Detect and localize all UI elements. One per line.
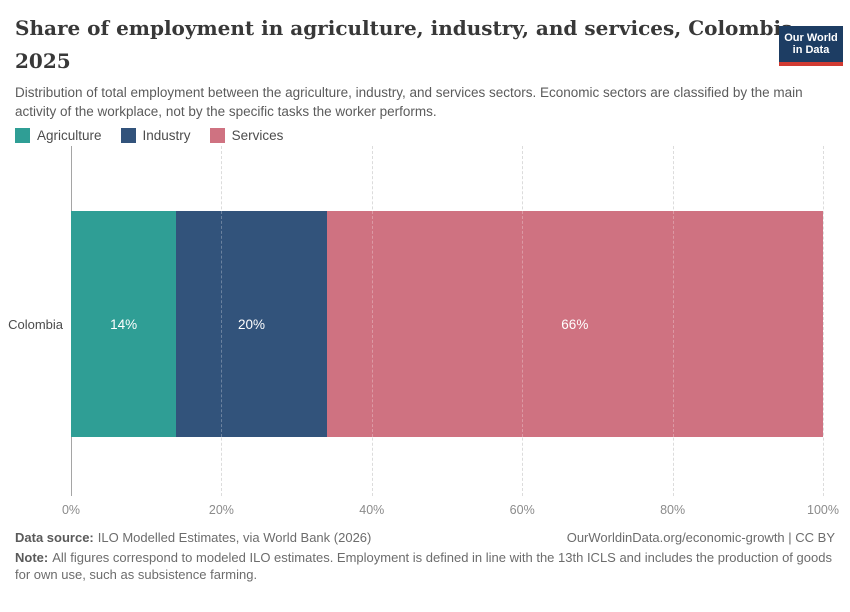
data-source-label: Data source: <box>15 530 94 545</box>
x-tick-label: 40% <box>359 503 385 517</box>
gridline <box>823 146 824 496</box>
x-axis: 0% 20% 40% 60% 80% 100% <box>62 503 839 521</box>
x-tick-label: 60% <box>509 503 535 517</box>
chart-subtitle: Distribution of total employment between… <box>15 85 803 119</box>
legend-swatch <box>209 128 225 143</box>
x-tick-label: 20% <box>208 503 234 517</box>
chart-area: Colombia 14% 20% 66% 0% 20% 40% 60% 80% 100% <box>8 146 839 521</box>
legend-label: Agriculture <box>37 128 102 143</box>
bar-segment-services[interactable]: 66% <box>326 211 823 437</box>
chart-title-line2: 2025 <box>15 49 71 73</box>
bar-segment-industry[interactable]: 20% <box>176 211 327 437</box>
chart-title: Share of employment in agriculture, indu… <box>15 12 802 78</box>
x-tick-label: 100% <box>807 503 839 517</box>
chart-title-line1: Share of employment in agriculture, indu… <box>15 16 802 40</box>
legend-item-industry[interactable]: Industry <box>120 128 191 143</box>
data-source-text: ILO Modelled Estimates, via World Bank (… <box>97 530 372 545</box>
bar-segment-value: 66% <box>561 316 589 332</box>
legend-label: Industry <box>142 128 191 143</box>
x-tick-label: 0% <box>61 503 81 517</box>
category-label-colombia: Colombia <box>8 316 63 332</box>
owid-logo-line1: Our World <box>784 31 838 44</box>
footer-note-text: All figures correspond to modeled ILO es… <box>15 550 832 582</box>
owid-logo-line2: in Data <box>792 44 830 56</box>
footer-note-label: Note: <box>15 550 49 565</box>
legend-swatch <box>15 128 30 143</box>
chart-footer: Data source: ILO Modelled Estimates, via … <box>15 530 835 583</box>
legend-label: Services <box>231 128 284 143</box>
stacked-bar: 14% 20% 66% <box>71 211 823 437</box>
rights-link[interactable]: OurWorldinData.org/economic-growth | CC … <box>566 530 835 545</box>
bar-segment-value: 14% <box>110 316 138 332</box>
bar-segment-agriculture[interactable]: 14% <box>71 211 177 437</box>
footer-source-row: Data source: ILO Modelled Estimates, via … <box>15 530 835 545</box>
x-tick-label: 80% <box>660 503 686 517</box>
data-source: Data source: ILO Modelled Estimates, via … <box>15 530 371 545</box>
legend-item-services[interactable]: Services <box>209 128 284 143</box>
legend: Agriculture Industry Services <box>15 128 835 143</box>
owid-logo[interactable]: Our World in Data <box>779 26 843 66</box>
footer-note: Note: All figures correspond to modeled I… <box>15 549 835 583</box>
chart-page: Share of employment in agriculture, indu… <box>0 12 850 612</box>
bar-segment-value: 20% <box>237 316 265 332</box>
legend-item-agriculture[interactable]: Agriculture <box>15 128 102 143</box>
legend-swatch <box>120 128 136 143</box>
